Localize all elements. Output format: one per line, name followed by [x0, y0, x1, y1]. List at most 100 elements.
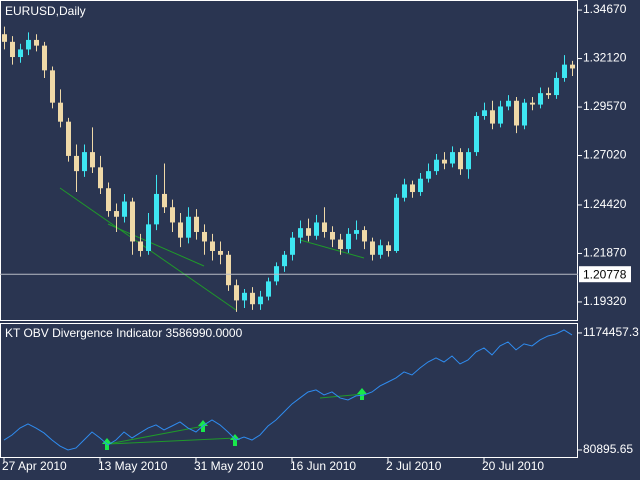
candle-body [538, 93, 543, 105]
candle-body [114, 211, 119, 217]
candle-body [386, 245, 391, 251]
y-tick-label: 1.29570 [583, 99, 627, 113]
x-tick-label: 20 Jul 2010 [482, 459, 544, 473]
y-tick-label: 1.27020 [583, 148, 627, 162]
candle-body [338, 239, 343, 250]
candle-body [266, 281, 271, 297]
buy-arrow [357, 388, 367, 400]
chart-title: EURUSD,Daily [5, 4, 86, 18]
y-tick-label: 1.32120 [583, 51, 627, 65]
x-tick-label: 2 Jul 2010 [386, 459, 442, 473]
y-tick-label: 1.34670 [583, 2, 627, 16]
candle-body [298, 228, 303, 238]
x-tick-label: 31 May 2010 [194, 459, 264, 473]
divergence-line [107, 437, 237, 445]
candle-body [98, 167, 103, 189]
candle-body [178, 222, 183, 238]
y-tick-label: 1.21870 [583, 246, 627, 260]
candle-body [186, 216, 191, 238]
candle-body [218, 250, 223, 255]
candle-body [490, 110, 495, 124]
candle-body [290, 237, 295, 255]
candle-body [242, 292, 247, 301]
obv-line [3, 329, 573, 451]
candle-body [546, 93, 551, 96]
candle-body [66, 121, 71, 156]
candle-body [26, 39, 31, 50]
candle-body [202, 231, 207, 242]
candle-body [106, 188, 111, 212]
candle-body [226, 254, 231, 286]
x-tick-label: 27 Apr 2010 [2, 459, 67, 473]
candle-body [330, 231, 335, 240]
candle-body [130, 201, 135, 242]
candle-body [378, 245, 383, 255]
candle-body [522, 102, 527, 126]
candle-body [482, 110, 487, 116]
candle-body [234, 285, 239, 301]
candle-body [138, 241, 143, 251]
candle-body [42, 45, 47, 71]
candle-body [2, 34, 7, 42]
candle-body [370, 241, 375, 255]
candle-body [82, 152, 87, 172]
candle-body [514, 100, 519, 126]
x-tick-label: 13 May 2010 [98, 459, 168, 473]
divergence-line [107, 425, 205, 445]
candle-body [410, 184, 415, 193]
y-tick-label: 80895.65 [583, 442, 633, 456]
candle-body [58, 102, 63, 122]
y-tick-label: 1.24420 [583, 197, 627, 211]
candle-body [570, 64, 575, 69]
candle-body [170, 207, 175, 223]
candle-body [554, 77, 559, 96]
candle-body [250, 292, 255, 305]
candle-body [322, 222, 327, 232]
candle-body [282, 254, 287, 267]
indicator-panel-frame [0, 323, 578, 458]
divergence-line [299, 239, 365, 259]
candle-body [162, 193, 167, 208]
candle-body [562, 64, 567, 78]
candle-body [90, 152, 95, 168]
candle-body [10, 41, 15, 58]
candle-body [450, 152, 455, 164]
price-panel-frame [0, 0, 578, 321]
candle-body [314, 222, 319, 236]
candle-body [306, 228, 311, 236]
candle-body [402, 184, 407, 198]
candle-body [18, 49, 23, 58]
y-tick-label: 1.19320 [583, 294, 627, 308]
candle-body [506, 100, 511, 107]
y-tick-label: 1174457.3 [583, 325, 639, 339]
candle-body [458, 152, 463, 170]
candle-body [418, 178, 423, 193]
candle-body [74, 155, 79, 172]
candle-body [146, 224, 151, 251]
current-price-box [579, 266, 631, 283]
candle-body [442, 159, 447, 164]
candle-body [466, 152, 471, 170]
candle-body [394, 197, 399, 251]
candle-body [34, 39, 39, 46]
candle-body [354, 230, 359, 234]
candle-body [194, 216, 199, 232]
candle-body [154, 193, 159, 225]
candle-body [258, 296, 263, 305]
divergence-line [319, 393, 365, 399]
candle-body [530, 102, 535, 105]
current-price-label: 1.20778 [583, 267, 627, 281]
candle-body [434, 159, 439, 172]
candle-body [474, 115, 479, 153]
indicator-title: KT OBV Divergence Indicator 3586990.0000 [5, 326, 243, 340]
divergence-line [107, 223, 205, 267]
x-tick-label: 16 Jun 2010 [290, 459, 356, 473]
candle-body [346, 233, 351, 250]
candle-body [50, 70, 55, 103]
candle-body [122, 201, 127, 217]
candle-body [362, 230, 367, 242]
candle-body [498, 106, 503, 124]
candle-body [210, 241, 215, 251]
